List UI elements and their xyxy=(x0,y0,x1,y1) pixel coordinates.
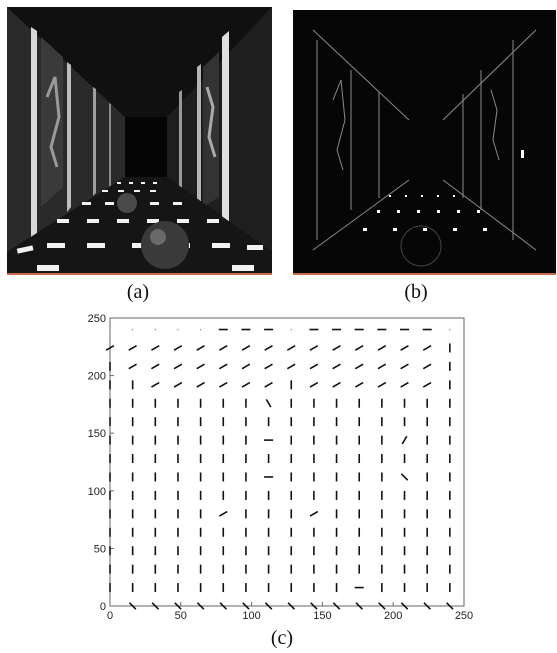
y-tick-label: 50 xyxy=(94,543,106,555)
field-mark xyxy=(264,602,273,610)
field-mark xyxy=(400,602,409,610)
field-dot xyxy=(199,328,202,331)
field-mark xyxy=(355,602,363,610)
field-mark xyxy=(151,345,160,351)
field-mark xyxy=(400,345,409,351)
x-tick-label: 100 xyxy=(242,610,260,622)
field-mark xyxy=(309,381,319,388)
field-dot xyxy=(290,328,293,331)
field-mark xyxy=(218,345,228,351)
field-mark xyxy=(173,381,183,388)
field-mark xyxy=(332,381,341,388)
field-mark xyxy=(286,363,296,370)
field-mark xyxy=(196,381,205,388)
y-tick-label: 150 xyxy=(88,428,106,440)
field-mark xyxy=(422,363,432,370)
field-mark xyxy=(151,381,160,388)
field-mark xyxy=(377,345,387,351)
field-mark xyxy=(400,473,409,481)
field-mark xyxy=(309,510,319,517)
y-tick-label: 200 xyxy=(88,371,106,383)
field-dot xyxy=(109,328,111,331)
field-marks xyxy=(105,328,454,610)
field-mark xyxy=(354,381,364,388)
field-mark xyxy=(286,345,296,351)
corridor-render xyxy=(7,7,272,273)
field-mark xyxy=(332,345,341,351)
edge-image-b xyxy=(293,10,556,275)
field-mark xyxy=(173,363,183,370)
field-mark xyxy=(173,345,183,351)
field-dot xyxy=(131,328,134,331)
orientation-field-plot: 0 50 100 150 200 250 0 50 100 150 200 250 xyxy=(88,313,474,622)
field-mark xyxy=(242,602,250,610)
field-mark xyxy=(354,345,364,351)
field-mark xyxy=(151,363,160,370)
field-mark xyxy=(422,345,432,351)
edge-render xyxy=(293,10,556,273)
field-mark xyxy=(377,363,387,370)
field-mark xyxy=(196,363,205,370)
field-mark xyxy=(422,381,432,388)
field-mark xyxy=(446,602,454,610)
field-mark xyxy=(128,363,137,370)
field-mark xyxy=(196,345,205,351)
caption-c: (c) xyxy=(270,627,294,649)
field-mark xyxy=(310,602,318,610)
x-tick-label: 200 xyxy=(384,610,402,622)
corridor-image-a xyxy=(7,7,272,275)
field-mark xyxy=(287,602,295,610)
field-mark xyxy=(401,435,408,445)
field-mark xyxy=(264,345,273,351)
field-mark xyxy=(378,602,386,610)
field-mark xyxy=(332,363,341,370)
field-mark xyxy=(354,363,364,370)
field-dot xyxy=(154,328,157,331)
field-mark xyxy=(196,602,205,610)
field-mark xyxy=(128,602,137,610)
plot-frame xyxy=(109,317,465,607)
x-tick-label: 250 xyxy=(455,610,473,622)
field-dot xyxy=(109,605,111,607)
x-tick-label: 50 xyxy=(175,610,187,622)
field-mark xyxy=(219,602,228,610)
y-tick-label: 0 xyxy=(100,601,106,613)
field-mark xyxy=(174,602,182,610)
field-mark xyxy=(377,381,387,388)
field-mark xyxy=(218,363,228,370)
field-mark xyxy=(423,602,431,610)
field-mark xyxy=(264,363,273,370)
field-mark xyxy=(241,363,251,370)
field-mark xyxy=(128,345,137,351)
field-mark xyxy=(105,345,115,351)
field-mark xyxy=(400,381,409,388)
y-tick-label: 100 xyxy=(88,486,106,498)
field-mark xyxy=(309,363,319,370)
field-mark xyxy=(151,602,160,610)
field-mark xyxy=(264,381,273,388)
field-mark xyxy=(218,510,228,517)
field-mark xyxy=(265,398,272,408)
field-dot xyxy=(177,328,179,331)
field-mark xyxy=(241,345,251,351)
field-dot xyxy=(449,328,451,331)
x-tick-label: 0 xyxy=(107,610,113,622)
axis-ticks: 0 50 100 150 200 250 0 50 100 150 200 250 xyxy=(88,313,474,622)
field-mark xyxy=(309,345,319,351)
y-tick-label: 250 xyxy=(88,313,106,325)
caption-a: (a) xyxy=(126,281,150,303)
caption-b: (b) xyxy=(404,281,428,303)
field-mark xyxy=(241,381,251,388)
field-mark xyxy=(400,363,409,370)
field-mark xyxy=(332,602,341,610)
x-tick-label: 150 xyxy=(313,610,331,622)
field-mark xyxy=(218,381,228,388)
